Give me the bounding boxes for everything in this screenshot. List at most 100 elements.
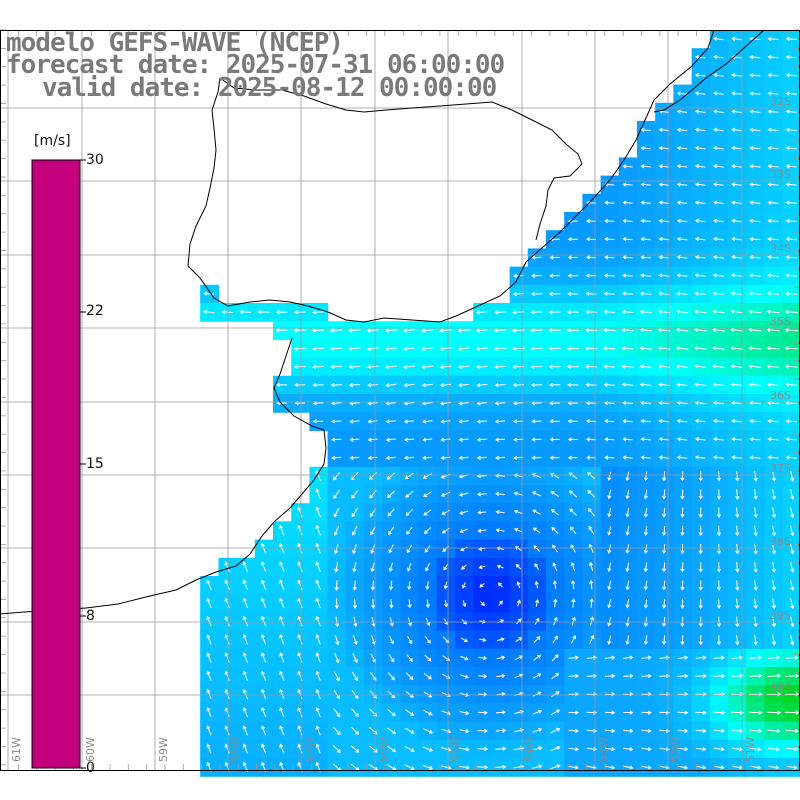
wind-arrow bbox=[476, 437, 487, 442]
wind-arrow bbox=[549, 455, 560, 460]
wind-arrow bbox=[224, 652, 230, 663]
wind-arrow bbox=[605, 765, 616, 770]
wind-arrow bbox=[477, 528, 487, 533]
wind-arrow bbox=[388, 544, 394, 554]
wind-arrow bbox=[753, 634, 758, 646]
wind-arrow bbox=[694, 455, 706, 460]
wind-arrow bbox=[406, 544, 413, 554]
wind-arrow bbox=[766, 327, 780, 333]
wind-arrow bbox=[571, 598, 576, 608]
wind-arrow bbox=[496, 655, 506, 660]
wind-arrow bbox=[677, 765, 689, 770]
wind-arrow bbox=[440, 419, 451, 424]
wind-arrow bbox=[224, 707, 230, 718]
wind-arrow bbox=[459, 528, 468, 534]
wind-arrow bbox=[279, 543, 285, 554]
wind-arrow bbox=[334, 580, 339, 591]
wind-arrow bbox=[640, 164, 651, 169]
wind-arrow bbox=[753, 561, 758, 573]
wind-arrow bbox=[785, 91, 797, 96]
wind-arrow bbox=[533, 654, 541, 661]
wind-arrow bbox=[641, 655, 652, 660]
wind-arrow bbox=[661, 507, 667, 518]
wind-arrow bbox=[735, 525, 740, 537]
wind-arrow bbox=[312, 382, 324, 388]
wind-arrow bbox=[731, 36, 743, 41]
wind-arrow bbox=[731, 728, 744, 734]
wind-arrow bbox=[767, 418, 779, 424]
wind-arrow bbox=[640, 437, 651, 442]
wind-arrow bbox=[568, 673, 579, 679]
wind-arrow bbox=[293, 346, 306, 351]
wind-arrow bbox=[676, 200, 688, 205]
wind-arrow bbox=[261, 634, 267, 645]
wind-arrow bbox=[404, 437, 415, 442]
wind-arrow bbox=[643, 489, 648, 500]
wind-arrow bbox=[659, 747, 670, 752]
wind-arrow bbox=[693, 327, 707, 332]
wind-arrow bbox=[261, 652, 267, 663]
wind-arrow bbox=[658, 200, 670, 205]
wind-arrow bbox=[713, 747, 725, 752]
wind-arrow bbox=[548, 309, 561, 315]
wind-arrow bbox=[622, 200, 633, 205]
wind-arrow bbox=[676, 255, 688, 260]
wind-arrow bbox=[713, 36, 724, 41]
wind-arrow bbox=[713, 236, 724, 242]
wind-arrow bbox=[694, 182, 706, 187]
wind-arrow bbox=[622, 455, 633, 460]
wind-arrow bbox=[351, 726, 360, 735]
wind-arrow bbox=[716, 580, 722, 591]
wind-arrow bbox=[550, 472, 560, 479]
wind-arrow bbox=[566, 328, 579, 333]
wind-arrow bbox=[658, 437, 670, 442]
wind-arrow bbox=[790, 507, 795, 519]
wind-arrow bbox=[279, 670, 285, 681]
wind-arrow bbox=[790, 598, 795, 610]
wind-arrow bbox=[623, 765, 634, 770]
wind-arrow bbox=[297, 597, 303, 609]
wind-arrow bbox=[532, 509, 541, 515]
wind-arrow bbox=[749, 455, 761, 460]
wind-arrow bbox=[716, 507, 722, 519]
wind-arrow bbox=[385, 455, 396, 461]
wind-arrow bbox=[625, 507, 630, 518]
wind-arrow bbox=[513, 509, 523, 515]
wind-arrow bbox=[766, 309, 780, 314]
wind-arrow bbox=[604, 218, 615, 224]
wind-arrow bbox=[713, 200, 724, 205]
wind-arrow bbox=[661, 562, 667, 573]
wind-arrow bbox=[607, 507, 612, 518]
wind-arrow bbox=[785, 655, 799, 660]
wind-arrow bbox=[749, 236, 761, 242]
wind-arrow bbox=[367, 437, 378, 442]
wind-arrow bbox=[279, 707, 285, 718]
wind-arrow bbox=[549, 291, 561, 297]
wind-arrow bbox=[695, 655, 707, 660]
wind-arrow bbox=[460, 637, 468, 643]
wind-arrow bbox=[297, 561, 303, 572]
wind-arrow bbox=[621, 346, 634, 351]
wind-arrow bbox=[261, 707, 267, 718]
wind-arrow bbox=[603, 382, 615, 387]
wind-arrow bbox=[349, 437, 360, 442]
wind-arrow bbox=[623, 728, 634, 734]
wind-arrow bbox=[551, 526, 559, 534]
wind-arrow bbox=[516, 581, 521, 589]
wind-arrow bbox=[730, 327, 744, 332]
wind-arrow bbox=[459, 710, 470, 716]
wind-arrow bbox=[552, 635, 558, 644]
wind-arrow bbox=[530, 346, 543, 351]
wind-arrow bbox=[716, 525, 722, 537]
wind-arrow bbox=[735, 616, 740, 628]
wind-arrow bbox=[749, 218, 761, 223]
wind-arrow bbox=[712, 309, 725, 314]
wind-arrow bbox=[622, 182, 633, 187]
wind-arrow bbox=[567, 455, 578, 460]
wind-arrow bbox=[658, 255, 670, 260]
wind-arrow bbox=[680, 562, 685, 573]
wind-arrow bbox=[716, 616, 722, 628]
colorbar-unit: [m/s] bbox=[34, 133, 71, 149]
wind-arrow bbox=[695, 765, 707, 770]
